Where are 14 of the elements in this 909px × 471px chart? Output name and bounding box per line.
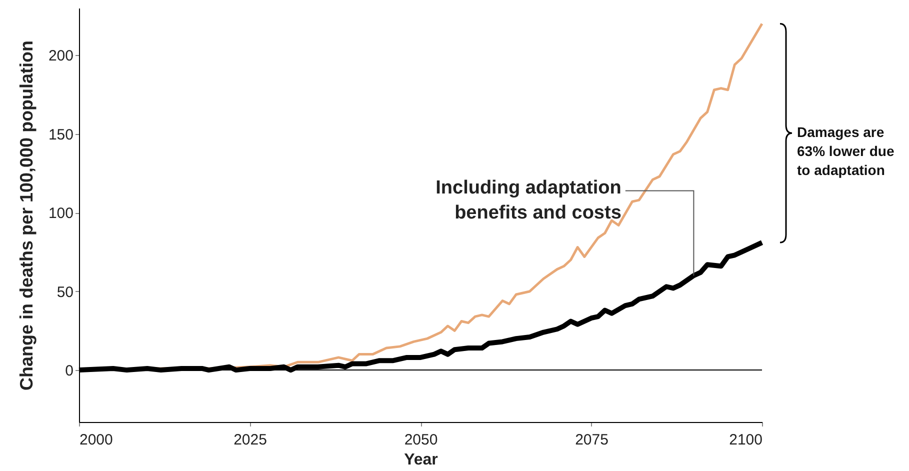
x-tick-label: 2100 (729, 432, 762, 448)
y-tick-label: 150 (48, 126, 74, 144)
x-axis-title: Year (404, 452, 438, 468)
text: Damages are 63% lower due to adaptation (797, 124, 894, 178)
y-tick-label: 50 (56, 284, 74, 301)
y-axis-title: Change in deaths per 100,000 population (16, 40, 36, 391)
x-tick-label: 2000 (80, 432, 113, 448)
y-tick-label: 100 (48, 205, 74, 222)
y-tick-label: 200 (48, 48, 74, 65)
x-tick-label: 2025 (234, 432, 267, 448)
x-tick-label: 2050 (404, 432, 438, 448)
text: Including adaptation benefits and costs (436, 178, 622, 224)
y-tick-label: 0 (65, 362, 74, 380)
x-tick-label: 2075 (575, 432, 608, 448)
